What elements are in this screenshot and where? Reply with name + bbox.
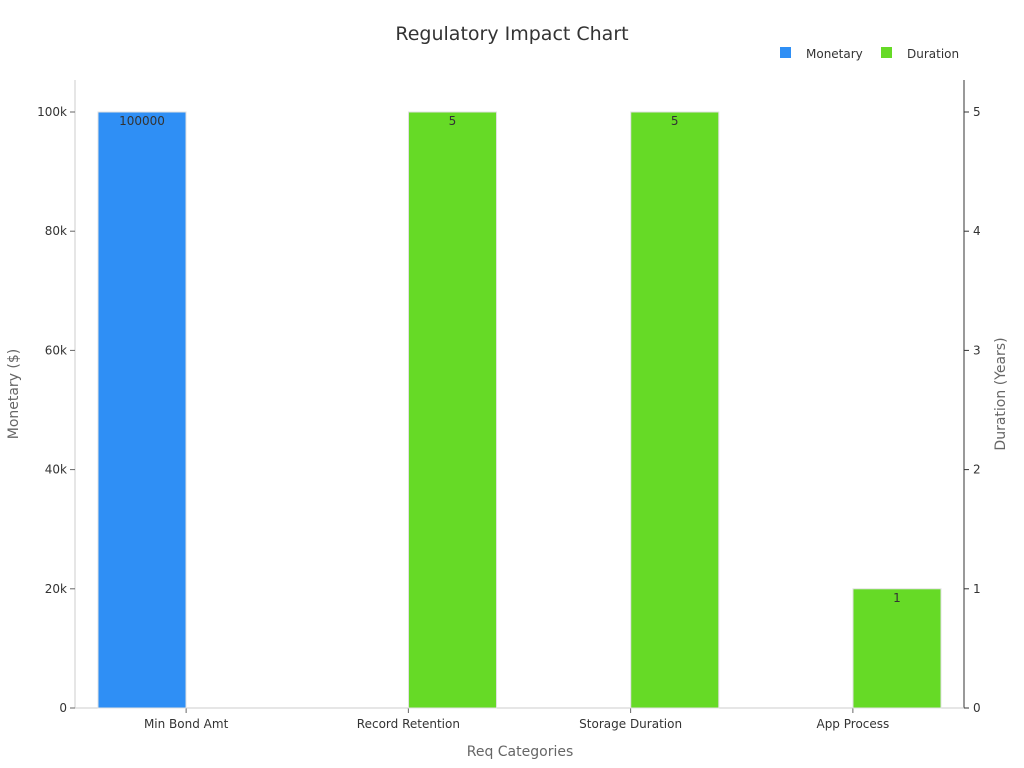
y-tick-label: 0	[59, 701, 67, 715]
y-axis-left: 0 20k 40k 60k 80k 100k	[37, 80, 76, 715]
data-labels: 100000 5 5 1	[119, 114, 901, 605]
y-axis-title: Monetary ($)	[6, 349, 22, 440]
x-tick-label: Storage Duration	[579, 717, 682, 731]
data-label: 5	[671, 114, 679, 128]
y-tick-label: 20k	[45, 582, 67, 596]
y2-tick-label: 0	[973, 701, 981, 715]
legend: Monetary Duration	[780, 47, 959, 61]
legend-label: Duration	[907, 47, 959, 61]
bar-duration	[852, 588, 942, 709]
y2-tick-label: 4	[973, 224, 981, 238]
x-axis: Min Bond Amt Record Retention Storage Dura…	[75, 707, 964, 731]
x-tick-label: App Process	[816, 717, 889, 731]
bars	[97, 111, 942, 709]
data-label: 1	[893, 591, 901, 605]
legend-label: Monetary	[806, 47, 863, 61]
y2-tick-label: 5	[973, 105, 981, 119]
legend-swatch	[780, 47, 791, 58]
bar-monetary	[97, 111, 187, 709]
y-tick-label: 80k	[45, 224, 67, 238]
x-tick-label: Min Bond Amt	[144, 717, 229, 731]
y2-tick-label: 1	[973, 582, 981, 596]
x-axis-title: Req Categories	[467, 744, 574, 760]
y2-tick-label: 3	[973, 343, 981, 357]
y-tick-label: 60k	[45, 343, 67, 357]
y-tick-label: 40k	[45, 463, 67, 477]
y-axis-right: 0 1 2 3 4 5	[963, 80, 981, 715]
legend-swatch	[881, 47, 892, 58]
data-label: 100000	[119, 114, 165, 128]
data-label: 5	[449, 114, 457, 128]
chart-title: Regulatory Impact Chart	[395, 23, 628, 45]
y-tick-label: 100k	[37, 105, 67, 119]
y2-tick-label: 2	[973, 463, 981, 477]
bar-duration	[408, 111, 497, 709]
y2-axis-title: Duration (Years)	[993, 337, 1009, 450]
bar-duration	[630, 111, 720, 709]
x-tick-label: Record Retention	[357, 717, 460, 731]
